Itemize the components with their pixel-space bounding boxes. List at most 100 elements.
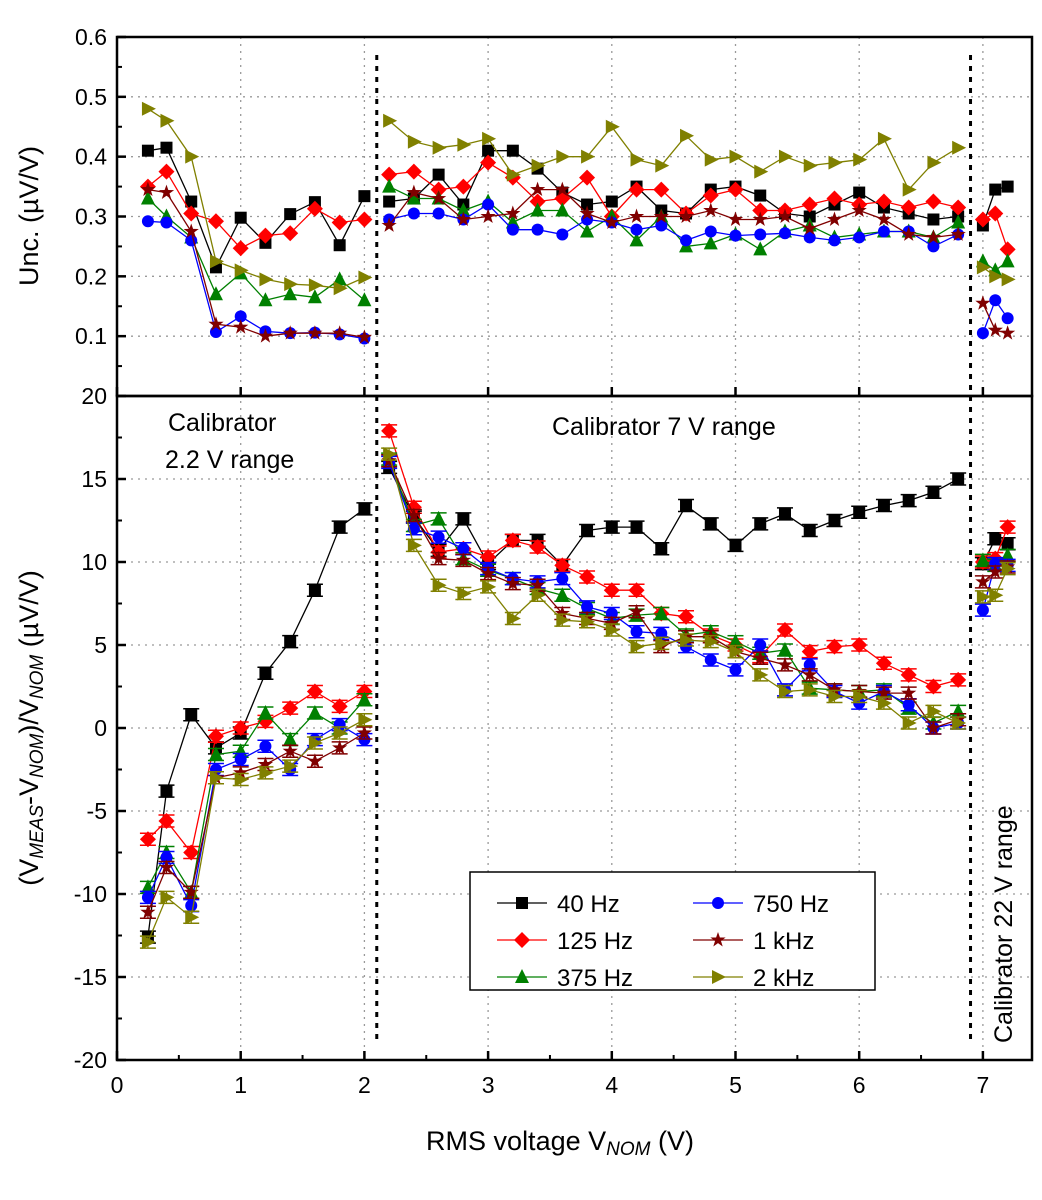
data-point [531,223,544,236]
y-tick-label: 10 [81,549,107,575]
series-125-hz [139,422,1016,861]
data-point [556,572,569,585]
data-point [284,208,297,221]
data-point [480,208,496,223]
x-tick-label: 3 [482,1072,495,1098]
data-point [383,195,396,208]
legend-label: 750 Hz [753,891,829,918]
x-tick-label: 7 [977,1072,990,1098]
data-point [432,531,445,544]
data-point [1001,180,1014,193]
legend-item: 125 Hz [497,928,633,955]
data-point [555,587,570,602]
label-text: -V [14,778,44,805]
data-point [259,740,272,753]
data-point [158,812,175,829]
data-point [259,765,274,780]
data-point [826,190,843,207]
data-point [925,229,941,244]
data-point [925,193,942,210]
data-point [358,270,373,285]
subscript: NOM [606,1139,651,1160]
data-point [803,231,816,244]
series-line [388,430,959,688]
data-point [141,215,154,228]
data-point [655,542,668,555]
data-point [828,514,841,527]
data-point [999,519,1016,536]
data-point [332,325,348,340]
data-point [506,223,519,236]
series-line [147,719,365,943]
legend-marker [712,970,726,984]
data-point [680,633,695,648]
data-point [729,539,742,552]
data-point [605,623,620,638]
data-point [1000,547,1015,562]
legend-marker [712,897,724,909]
data-point [1000,325,1016,340]
data-point [307,705,322,720]
data-point [605,195,618,208]
data-point [283,731,298,746]
data-point [208,746,223,761]
data-point [383,113,398,128]
data-point [853,152,868,167]
y-tick-label: -5 [87,798,107,824]
data-point [853,506,866,519]
data-point [141,101,156,116]
data-point [628,181,645,198]
data-point [902,494,915,507]
data-point [853,689,868,704]
data-point [358,190,371,203]
data-point [430,181,447,198]
data-point [1001,537,1014,550]
y-tick-label: 0 [94,715,107,741]
y-tick-label: 15 [81,466,107,492]
data-point [902,698,915,711]
x-tick-label: 6 [853,1072,866,1098]
data-point [876,685,892,700]
data-point [431,550,447,566]
legend-label: 375 Hz [557,965,633,992]
label-text: (µV/V) [14,570,44,655]
data-point [482,144,495,157]
data-point [801,196,818,213]
data-point [828,234,841,247]
series-line [388,467,959,567]
data-point [455,211,471,226]
data-point [306,200,323,217]
data-point [160,890,175,905]
bottom-y-axis-label: (VMEAS-VNOM)/VNOM (µV/V) [14,570,48,886]
data-point [777,208,793,223]
legend-label: 2 kHz [753,965,814,992]
data-point [282,743,298,758]
data-point [233,319,249,334]
data-point [999,241,1016,258]
data-point [141,935,156,950]
data-point [333,281,348,296]
data-point [753,241,768,256]
data-point [1001,272,1016,287]
data-point [655,219,668,232]
data-point [356,683,373,700]
data-point [952,716,967,731]
data-point [975,295,991,310]
data-point [431,190,447,205]
legend-marker [515,969,529,983]
data-point [140,904,156,919]
data-point [630,223,643,236]
data-point [185,910,200,925]
data-point [630,521,643,534]
data-point [581,614,596,629]
data-point [356,329,372,344]
data-point [778,684,793,699]
data-point [802,666,818,682]
data-point [752,650,768,665]
data-point [655,158,670,173]
data-point [333,725,348,740]
data-point [209,254,224,269]
data-point [579,205,595,220]
data-point [307,753,323,768]
